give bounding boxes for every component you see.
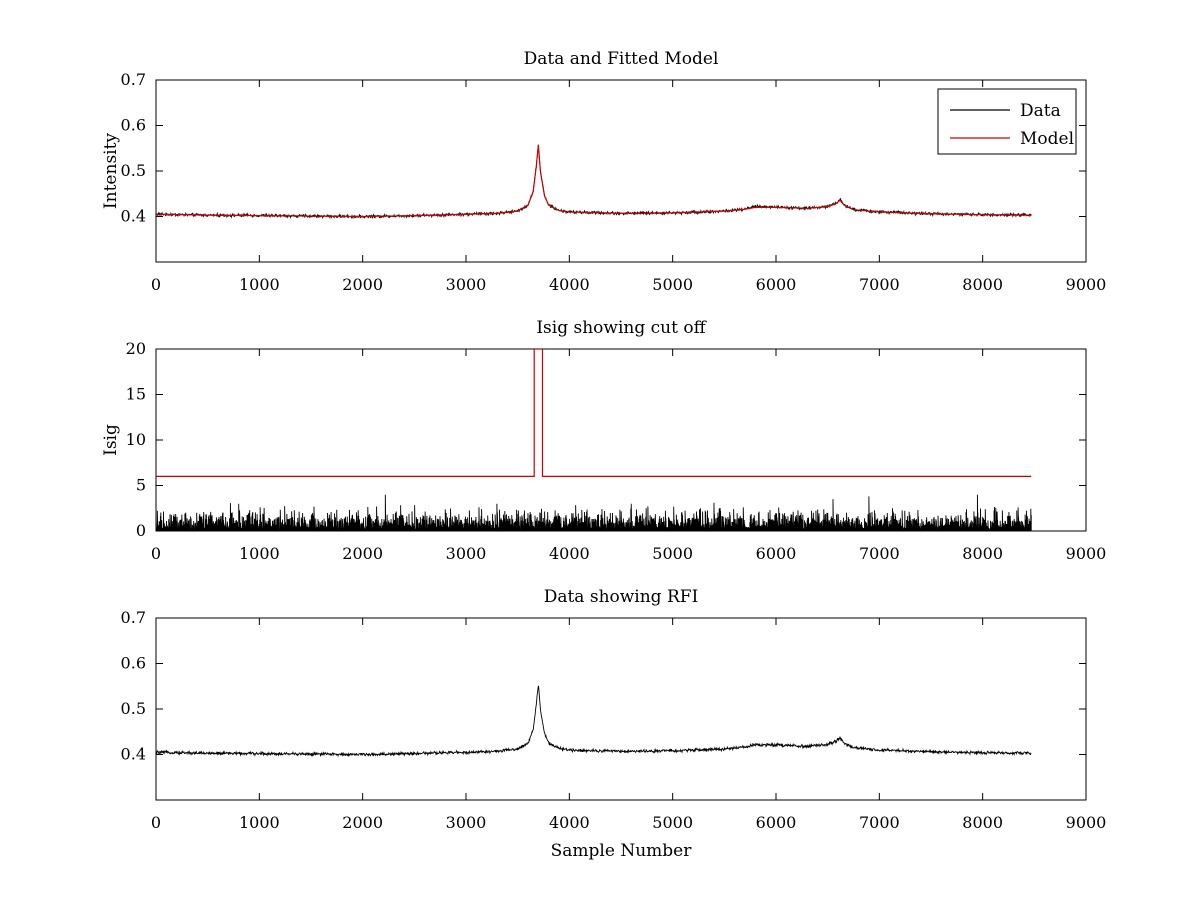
y-tick-label: 0.7 xyxy=(121,608,146,627)
y-tick-label: 0.6 xyxy=(121,654,146,673)
x-tick-label: 5000 xyxy=(652,544,693,563)
y-tick-label: 15 xyxy=(126,385,146,404)
x-tick-label: 2000 xyxy=(342,275,383,294)
series-line-data xyxy=(156,146,1032,220)
x-tick-label: 0 xyxy=(151,544,161,563)
x-tick-label: 4000 xyxy=(549,544,590,563)
panel-isig-showing-cut-off: Isig showing cut off Isig 0 1000 2000 3000 4… xyxy=(101,318,1106,563)
x-tick-label: 5000 xyxy=(652,275,693,294)
y-tick-label: 0.6 xyxy=(121,116,146,135)
y-tick-label: 0.7 xyxy=(121,70,146,89)
x-tick-label: 9000 xyxy=(1066,275,1107,294)
series-line-data xyxy=(156,685,1032,758)
x-tick-label: 7000 xyxy=(859,813,900,832)
plot-frame xyxy=(155,617,1087,801)
y-tick-label: 0 xyxy=(136,521,146,540)
panel-data-showing-rfi: Data showing RFI Sample Number 0 1000 2000… xyxy=(121,587,1107,861)
x-tick-label: 1000 xyxy=(239,813,280,832)
x-tick-label: 1000 xyxy=(239,544,280,563)
y-axis-title: Intensity xyxy=(101,133,121,209)
y-tick-label: 0.5 xyxy=(121,161,146,180)
x-tick-label: 6000 xyxy=(756,544,797,563)
y-tick-label: 5 xyxy=(136,476,146,495)
panel-title: Data showing RFI xyxy=(544,587,699,607)
x-tick-label: 1000 xyxy=(239,275,280,294)
x-tick-label: 2000 xyxy=(342,544,383,563)
x-tick-label: 3000 xyxy=(446,813,487,832)
series-line-isig xyxy=(156,494,1032,531)
x-tick-label: 6000 xyxy=(756,813,797,832)
x-tick-label: 7000 xyxy=(859,275,900,294)
x-tick-label: 0 xyxy=(151,813,161,832)
x-tick-label: 3000 xyxy=(446,544,487,563)
y-tick-label: 10 xyxy=(126,430,146,449)
y-tick-label: 0.5 xyxy=(121,699,146,718)
x-tick-label: 0 xyxy=(151,275,161,294)
x-tick-label: 9000 xyxy=(1066,544,1107,563)
y-tick-label: 0.4 xyxy=(121,745,146,764)
x-tick-label: 3000 xyxy=(446,275,487,294)
x-tick-label: 8000 xyxy=(962,275,1003,294)
panel-title: Data and Fitted Model xyxy=(524,49,719,69)
panel-data-and-fitted-model: Data and Fitted Model Intensity 0 1000 200… xyxy=(101,49,1106,294)
y-axis-title: Isig xyxy=(101,424,121,456)
x-tick-label: 4000 xyxy=(549,813,590,832)
legend-box xyxy=(937,88,1077,155)
x-axis-title: Sample Number xyxy=(551,841,693,861)
legend-label-model: Model xyxy=(1020,129,1074,149)
series-line-cut-off xyxy=(156,349,1032,477)
x-tick-label: 7000 xyxy=(859,544,900,563)
x-tick-label: 5000 xyxy=(652,813,693,832)
x-tick-label: 2000 xyxy=(342,813,383,832)
x-tick-label: 9000 xyxy=(1066,813,1107,832)
x-tick-label: 8000 xyxy=(962,544,1003,563)
legend-label-data: Data xyxy=(1020,101,1061,121)
series-line-model xyxy=(156,144,1032,218)
plot-frame xyxy=(155,348,1087,532)
legend: Data Model xyxy=(937,88,1077,155)
x-tick-label: 6000 xyxy=(756,275,797,294)
panel-title: Isig showing cut off xyxy=(536,318,707,338)
x-tick-label: 4000 xyxy=(549,275,590,294)
y-tick-label: 20 xyxy=(126,339,146,358)
x-tick-label: 8000 xyxy=(962,813,1003,832)
y-tick-label: 0.4 xyxy=(121,207,146,226)
